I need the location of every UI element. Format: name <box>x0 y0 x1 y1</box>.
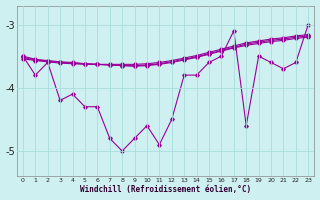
X-axis label: Windchill (Refroidissement éolien,°C): Windchill (Refroidissement éolien,°C) <box>80 185 251 194</box>
